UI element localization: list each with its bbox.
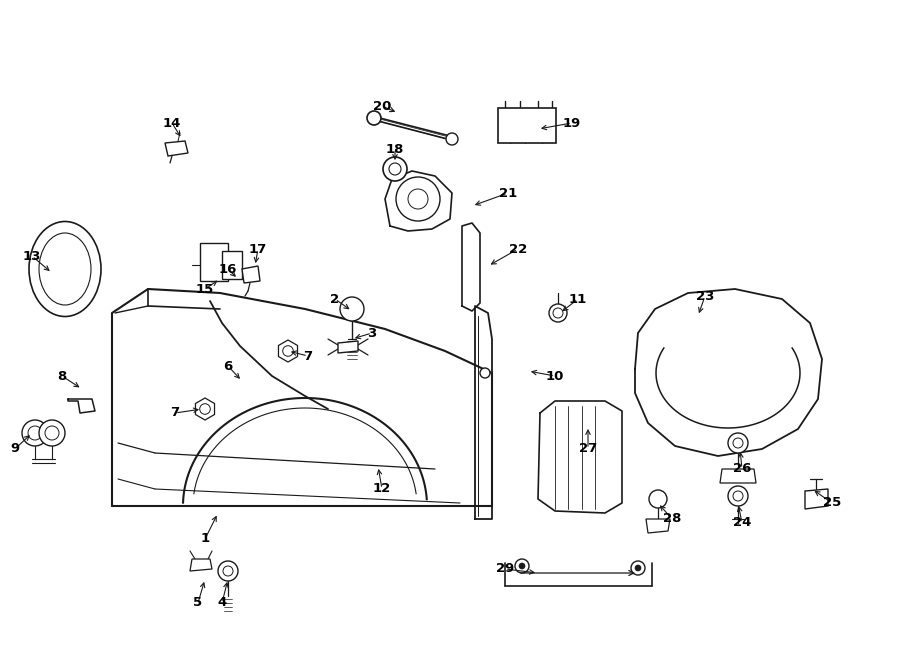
Text: 6: 6 (223, 360, 232, 373)
Text: 16: 16 (219, 262, 238, 276)
Circle shape (383, 157, 407, 181)
Text: 28: 28 (662, 512, 681, 525)
Circle shape (22, 420, 48, 446)
Text: 17: 17 (249, 243, 267, 256)
Polygon shape (805, 489, 828, 509)
Text: 29: 29 (496, 563, 514, 576)
Circle shape (340, 297, 364, 321)
Text: 22: 22 (508, 243, 527, 256)
Circle shape (549, 304, 567, 322)
Text: 1: 1 (201, 533, 210, 545)
Circle shape (218, 561, 238, 581)
Circle shape (283, 346, 293, 356)
FancyBboxPatch shape (222, 251, 242, 279)
Polygon shape (242, 266, 260, 283)
Circle shape (733, 491, 743, 501)
Text: 14: 14 (163, 116, 181, 130)
Circle shape (39, 420, 65, 446)
Polygon shape (338, 341, 358, 353)
Circle shape (480, 368, 490, 378)
Circle shape (45, 426, 59, 440)
Text: 23: 23 (696, 290, 715, 303)
Text: 24: 24 (733, 516, 751, 529)
Text: 4: 4 (218, 596, 227, 609)
Circle shape (631, 561, 645, 575)
Circle shape (396, 177, 440, 221)
Circle shape (728, 486, 748, 506)
Text: 25: 25 (823, 496, 842, 510)
Polygon shape (190, 559, 212, 571)
Text: 18: 18 (386, 143, 404, 155)
FancyBboxPatch shape (200, 243, 228, 281)
Circle shape (367, 111, 381, 125)
Text: 3: 3 (367, 327, 376, 340)
Circle shape (515, 559, 529, 573)
Text: 20: 20 (373, 100, 392, 112)
Circle shape (446, 133, 458, 145)
Ellipse shape (39, 233, 91, 305)
Text: 13: 13 (22, 249, 41, 262)
Text: 19: 19 (562, 116, 581, 130)
Ellipse shape (29, 221, 101, 317)
Circle shape (649, 490, 667, 508)
Text: 21: 21 (499, 186, 517, 200)
Polygon shape (646, 519, 670, 533)
Text: 15: 15 (196, 282, 214, 295)
Text: 2: 2 (330, 293, 339, 305)
Circle shape (728, 433, 748, 453)
Polygon shape (278, 340, 298, 362)
Circle shape (28, 426, 42, 440)
Polygon shape (195, 398, 214, 420)
Text: 10: 10 (545, 369, 564, 383)
Circle shape (389, 163, 401, 175)
Text: 8: 8 (58, 369, 67, 383)
Text: 27: 27 (579, 442, 597, 455)
Text: 7: 7 (303, 350, 312, 362)
Polygon shape (165, 141, 188, 156)
Text: 5: 5 (194, 596, 202, 609)
Text: 11: 11 (569, 293, 587, 305)
Circle shape (223, 566, 233, 576)
FancyBboxPatch shape (498, 108, 556, 143)
Text: 7: 7 (170, 407, 180, 420)
Text: 26: 26 (733, 463, 751, 475)
Circle shape (519, 563, 525, 569)
Circle shape (200, 404, 211, 414)
Text: 9: 9 (11, 442, 20, 455)
Circle shape (733, 438, 743, 448)
Circle shape (553, 308, 563, 318)
Circle shape (408, 189, 428, 209)
Circle shape (635, 565, 641, 571)
Polygon shape (720, 469, 756, 483)
Text: 12: 12 (373, 483, 392, 496)
